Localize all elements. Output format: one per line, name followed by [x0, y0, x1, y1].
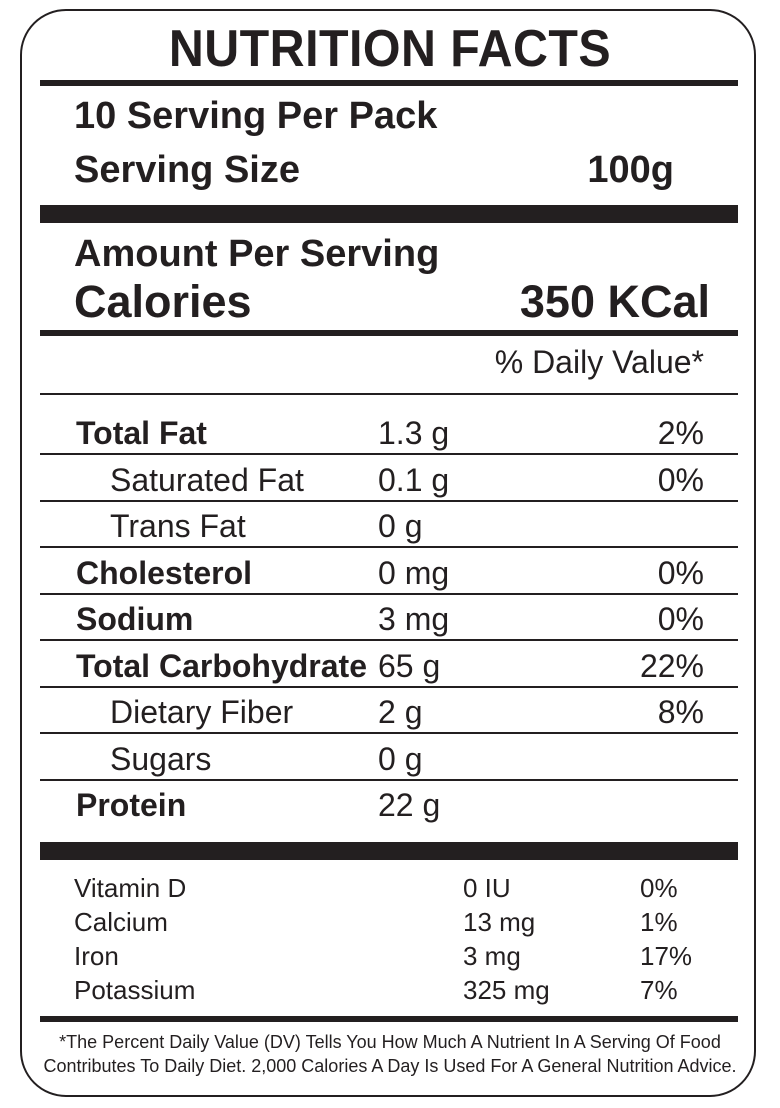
vitamin-amount: 13 mg [463, 907, 536, 937]
nutrient-amount: 3 mg [378, 601, 450, 637]
nutrient-name: Dietary Fiber [110, 694, 294, 730]
footnote-line-1: *The Percent Daily Value (DV) Tells You … [59, 1032, 721, 1052]
amount-per-serving: Amount Per Serving [74, 233, 440, 275]
calories-label: Calories [74, 276, 252, 327]
vitamin-amount: 0 IU [463, 873, 511, 903]
row-divider [40, 685, 738, 688]
nutrient-name: Total Carbohydrate [76, 647, 367, 684]
nutrient-daily-value: 0% [657, 461, 704, 498]
title-rule [40, 80, 738, 86]
vitamin-amount: 3 mg [463, 941, 521, 971]
nutrient-daily-value: 0% [657, 554, 704, 591]
nutrient-row: Sugars 0 g [40, 735, 738, 781]
nutrient-name: Cholesterol [76, 554, 253, 591]
vitamin-name: Calcium [74, 907, 168, 937]
dv-header-rule [40, 393, 738, 395]
nutrient-amount: 0 g [378, 740, 423, 777]
calories-value: 350 KCal [519, 276, 710, 327]
serving-size-label: Serving Size [74, 149, 300, 191]
nutrient-row: Dietary Fiber 2 g 8% [40, 688, 738, 734]
nutrient-name: Sugars [110, 740, 212, 777]
nutrient-row: Total Fat 1.3 g 2% [40, 409, 738, 455]
nutrient-row: Cholesterol 0 mg 0% [40, 549, 738, 595]
nutrient-amount: 0 mg [378, 554, 450, 591]
nutrient-amount: 2 g [378, 694, 423, 730]
serving-size-value: 100g [587, 149, 674, 191]
nutrient-daily-value: 0% [657, 601, 704, 637]
label-title: NUTRITION FACTS [168, 20, 612, 78]
vitamin-amount: 325 mg [463, 975, 550, 1005]
footnote-line-2: Contributes To Daily Diet. 2,000 Calorie… [43, 1056, 737, 1076]
calories-rule [40, 330, 738, 336]
nutrient-daily-value: 2% [657, 415, 704, 451]
nutrient-amount: 22 g [378, 787, 441, 823]
row-divider [40, 546, 738, 548]
vitamin-daily-value: 7% [640, 975, 678, 1005]
nutrient-amount: 65 g [378, 647, 441, 684]
nutrient-amount: 0.1 g [378, 461, 450, 498]
vitamin-daily-value: 0% [640, 873, 678, 903]
vitamin-name: Potassium [74, 975, 196, 1005]
daily-value-header: % Daily Value* [494, 344, 704, 380]
row-divider [40, 778, 738, 781]
nutrient-row: Total Carbohydrate 65 g 22% [40, 642, 738, 688]
nutrient-row: Trans Fat 0 g [40, 502, 738, 548]
nutrient-amount: 1.3 g [378, 415, 450, 451]
nutrient-daily-value: 8% [657, 694, 704, 730]
nutrient-name: Trans Fat [110, 508, 246, 544]
row-divider [40, 499, 738, 502]
nutrient-row: Protein 22 g [40, 781, 738, 827]
footnote-rule [40, 1016, 738, 1022]
vitamin-name: Iron [74, 941, 119, 971]
nutrient-name: Saturated Fat [110, 461, 304, 498]
thick-divider-1 [40, 205, 738, 223]
nutrition-label-panel [20, 9, 756, 1097]
nutrient-daily-value: 22% [639, 647, 704, 684]
nutrient-row: Saturated Fat 0.1 g 0% [40, 456, 738, 502]
row-divider [40, 639, 738, 641]
row-divider [40, 592, 738, 595]
nutrient-name: Sodium [76, 601, 194, 637]
row-divider [40, 453, 738, 455]
nutrient-name: Protein [76, 787, 187, 823]
thick-divider-2 [40, 842, 738, 860]
nutrient-row: Sodium 3 mg 0% [40, 595, 738, 641]
row-divider [40, 732, 738, 734]
vitamin-daily-value: 1% [640, 907, 678, 937]
vitamin-name: Vitamin D [74, 873, 187, 903]
servings-per-pack: 10 Serving Per Pack [74, 95, 438, 137]
vitamin-daily-value: 17% [640, 941, 693, 971]
nutrient-amount: 0 g [378, 508, 423, 544]
nutrient-name: Total Fat [76, 415, 207, 451]
